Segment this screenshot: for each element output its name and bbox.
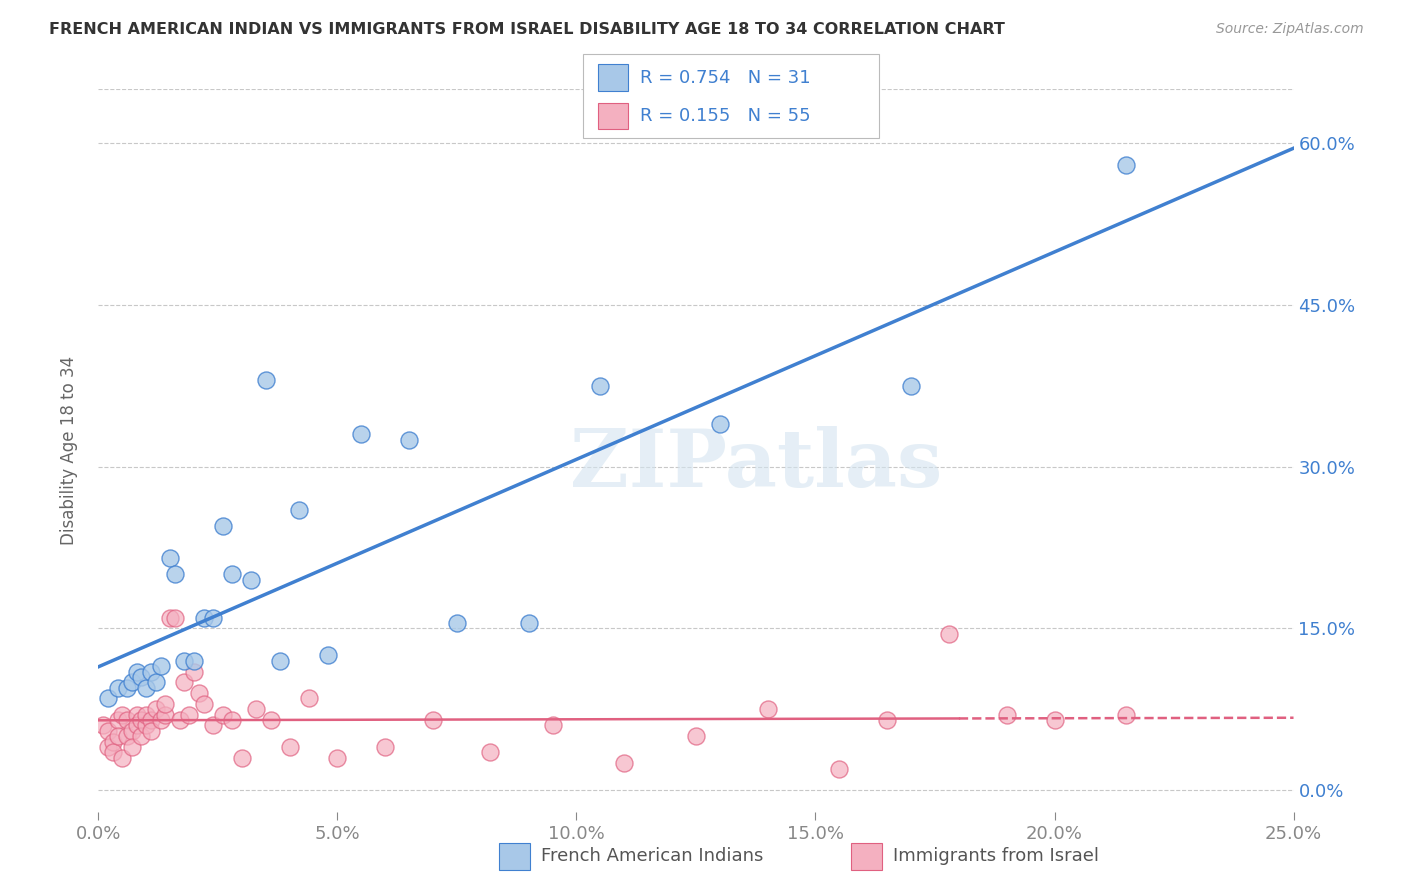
Point [1115,158,1137,172]
Point [101,734,124,748]
Point [231,751,253,765]
Point [91,718,114,732]
Point [350,427,373,442]
Point [97,691,120,706]
Point [269,654,291,668]
Point [183,665,205,679]
Point [240,573,263,587]
Point [709,417,731,431]
Point [155,697,177,711]
Point [685,729,707,743]
Point [155,707,177,722]
Point [139,723,162,738]
Point [115,713,138,727]
Point [135,707,157,722]
Point [938,627,960,641]
Point [1043,713,1066,727]
Point [288,502,311,516]
Point [876,713,898,727]
Point [202,718,225,732]
Point [107,681,129,695]
Point [115,681,138,695]
Point [121,739,143,754]
Point [398,433,420,447]
Point [193,610,215,624]
Point [97,739,120,754]
Point [613,756,636,771]
Point [211,519,233,533]
Point [179,707,201,722]
Point [995,707,1018,722]
Point [111,751,134,765]
Point [139,665,162,679]
Point [163,610,186,624]
Point [125,665,148,679]
Point [97,723,120,738]
Point [159,551,181,566]
Point [245,702,267,716]
Point [298,691,321,706]
Point [517,615,540,630]
Point [183,654,205,668]
Point [125,707,148,722]
Point [187,686,209,700]
Point [135,718,157,732]
Point [145,702,167,716]
Point [139,713,162,727]
Text: Source: ZipAtlas.com: Source: ZipAtlas.com [1216,22,1364,37]
Point [422,713,444,727]
Text: Immigrants from Israel: Immigrants from Israel [893,847,1099,865]
Point [254,373,277,387]
Text: R = 0.754   N = 31: R = 0.754 N = 31 [640,69,810,87]
Point [541,718,564,732]
Point [259,713,281,727]
Point [145,675,167,690]
Point [121,723,143,738]
Point [221,567,243,582]
Point [211,707,233,722]
Point [131,729,153,743]
Point [149,713,172,727]
Point [446,615,468,630]
Text: ZIPatlas: ZIPatlas [569,425,942,504]
Point [326,751,349,765]
Point [115,729,138,743]
Point [278,739,301,754]
Point [221,713,243,727]
Point [173,675,195,690]
Point [135,681,157,695]
Y-axis label: Disability Age 18 to 34: Disability Age 18 to 34 [59,356,77,545]
Point [131,670,153,684]
Point [125,718,148,732]
Point [1115,707,1137,722]
Point [121,675,143,690]
Point [107,713,129,727]
Point [169,713,191,727]
Text: FRENCH AMERICAN INDIAN VS IMMIGRANTS FROM ISRAEL DISABILITY AGE 18 TO 34 CORRELA: FRENCH AMERICAN INDIAN VS IMMIGRANTS FRO… [49,22,1005,37]
Point [149,659,172,673]
Point [163,567,186,582]
Text: R = 0.155   N = 55: R = 0.155 N = 55 [640,107,810,125]
Text: French American Indians: French American Indians [541,847,763,865]
Point [107,729,129,743]
Point [756,702,779,716]
Point [173,654,195,668]
Point [159,610,181,624]
Point [101,746,124,760]
Point [202,610,225,624]
Point [131,713,153,727]
Point [900,378,922,392]
Point [193,697,215,711]
Point [111,707,134,722]
Point [374,739,396,754]
Point [316,648,339,663]
Point [828,762,851,776]
Point [589,378,612,392]
Point [479,746,502,760]
